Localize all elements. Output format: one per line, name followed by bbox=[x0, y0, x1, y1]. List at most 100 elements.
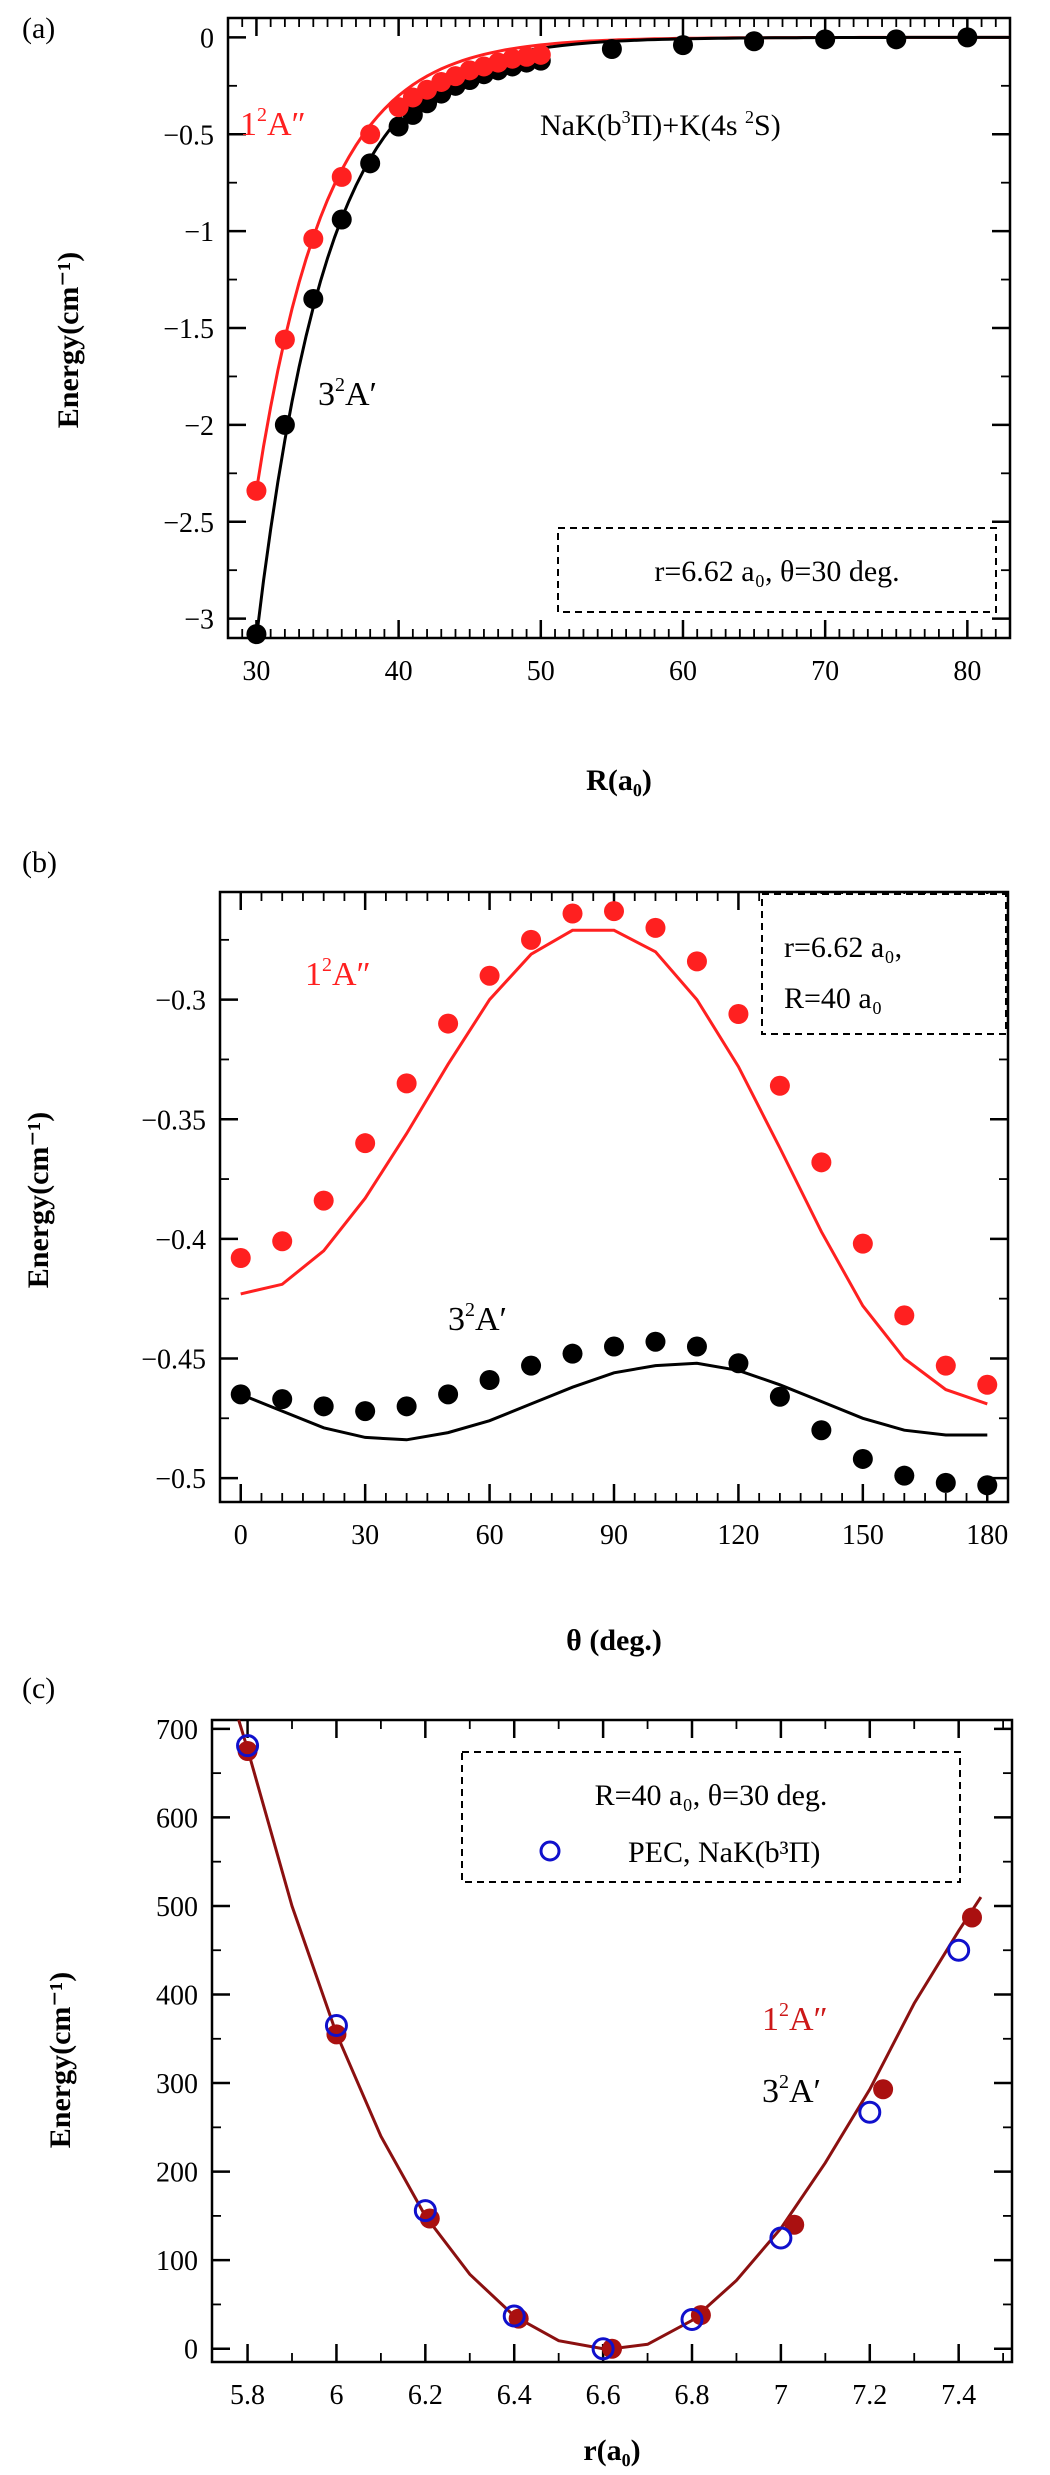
data-point-series-1 bbox=[935, 1355, 956, 1376]
x-tick-label: 70 bbox=[811, 656, 839, 687]
data-point-series-2 bbox=[246, 624, 267, 645]
panel-c-y-axis-title: Energy(cm⁻¹) bbox=[44, 1972, 77, 2148]
data-point-series-1 bbox=[303, 228, 324, 249]
y-tick-label: 700 bbox=[156, 1715, 198, 1746]
y-tick-label: 0 bbox=[184, 2335, 198, 2366]
panel-a-parameter-box bbox=[557, 527, 997, 613]
panel-b-parameter-box bbox=[761, 893, 1007, 1035]
data-point-pec bbox=[502, 2304, 526, 2328]
panel-b-parameter-line1: r=6.62 a₀, bbox=[784, 931, 902, 964]
x-tick-label: 7.2 bbox=[852, 2380, 887, 2411]
data-point-series-2 bbox=[313, 1396, 334, 1417]
curve-series-2 bbox=[240, 1361, 988, 1442]
data-point-pec bbox=[236, 1734, 260, 1758]
data-point-series-2 bbox=[396, 1396, 417, 1417]
panel-b-black-series-label: 32A′ bbox=[448, 1299, 507, 1338]
data-point-series-1 bbox=[274, 329, 295, 350]
y-tick-label: 0 bbox=[200, 23, 214, 54]
panel-c-x-tick-labels: 5.8 6 6.2 6.4 6.6 6.8 7 7.2 7.4 bbox=[230, 2380, 976, 2411]
panel-a-x-axis-title: R(a₀) bbox=[586, 764, 652, 797]
panel-a-curves bbox=[254, 35, 1010, 639]
curve-series-1 bbox=[240, 928, 988, 1406]
panel-b: (b) 0 30 60 90 120 150 180 −0.5−0.45−0.4−0.35−… bbox=[22, 846, 1010, 1657]
data-point-series-1 bbox=[355, 1133, 376, 1154]
data-point-pec bbox=[413, 2199, 437, 2223]
x-tick-label: 30 bbox=[351, 1520, 379, 1551]
panel-c-points bbox=[236, 1734, 982, 2361]
data-point-series-2 bbox=[769, 1386, 790, 1407]
data-point-series-1 bbox=[246, 480, 267, 501]
data-point-series-2 bbox=[744, 31, 765, 52]
data-point-series-2 bbox=[601, 39, 622, 59]
panel-c: (c) 5.8 6 6.2 6.4 6.6 6.8 7 7.2 7.4 0 100 200 300 40… bbox=[22, 1672, 1014, 2467]
data-point-series-1 bbox=[388, 97, 409, 118]
data-point-series-1 bbox=[686, 951, 707, 972]
x-tick-label: 0 bbox=[234, 1520, 248, 1551]
y-tick-label: −0.5 bbox=[163, 120, 214, 151]
x-tick-label: 60 bbox=[476, 1520, 504, 1551]
data-point-series-2 bbox=[355, 1401, 376, 1422]
panel-a-y-axis-title: Energy(cm⁻¹) bbox=[52, 252, 85, 428]
y-tick-label: −2 bbox=[184, 411, 214, 442]
data-point-pec bbox=[591, 2337, 615, 2361]
data-point-model bbox=[962, 1907, 982, 1928]
y-tick-label: −0.35 bbox=[141, 1105, 206, 1136]
panel-b-x-tick-labels: 0 30 60 90 120 150 180 bbox=[234, 1520, 1009, 1551]
data-point-series-1 bbox=[811, 1152, 832, 1173]
data-point-series-1 bbox=[272, 1231, 293, 1252]
data-point-series-2 bbox=[672, 35, 693, 56]
y-tick-label: −0.4 bbox=[155, 1225, 206, 1256]
x-tick-label: 80 bbox=[953, 656, 981, 687]
data-point-series-1 bbox=[728, 1004, 749, 1024]
y-tick-label: −0.45 bbox=[141, 1344, 206, 1375]
y-tick-label: −1.5 bbox=[163, 314, 214, 345]
data-point-series-2 bbox=[894, 1465, 915, 1486]
data-point-series-2 bbox=[935, 1472, 956, 1493]
data-point-series-2 bbox=[852, 1448, 873, 1469]
panel-c-frame bbox=[210, 1718, 1014, 2364]
panel-a-parameter-text: r=6.62 a₀, θ=30 deg. bbox=[654, 555, 899, 588]
curve-series-1 bbox=[254, 35, 1010, 491]
x-tick-label: 7.4 bbox=[941, 2380, 976, 2411]
curve-series-2 bbox=[254, 35, 1010, 639]
panel-c-red-series-label: 12A″ bbox=[762, 1999, 828, 2038]
panel-b-label: (b) bbox=[22, 846, 57, 879]
data-point-pec bbox=[947, 1938, 971, 1962]
data-point-series-1 bbox=[331, 166, 352, 187]
panel-c-legend-box bbox=[461, 1751, 961, 1883]
x-tick-label: 5.8 bbox=[230, 2380, 265, 2411]
data-point-series-1 bbox=[769, 1075, 790, 1096]
panel-b-red-series-label: 12A″ bbox=[305, 954, 371, 993]
panel-a-red-series-label: 12A″ bbox=[240, 104, 306, 143]
y-tick-label: −3 bbox=[184, 605, 214, 636]
data-point-pec bbox=[324, 2014, 348, 2038]
panel-a-ticks bbox=[227, 18, 1011, 638]
data-point-series-2 bbox=[303, 288, 324, 309]
x-tick-label: 120 bbox=[717, 1520, 759, 1551]
panel-c-legend-title: R=40 a₀, θ=30 deg. bbox=[595, 1779, 828, 1812]
y-tick-label: −0.3 bbox=[155, 986, 206, 1017]
y-tick-label: 500 bbox=[156, 1892, 198, 1923]
data-point-model bbox=[873, 2079, 894, 2100]
x-tick-label: 7 bbox=[774, 2380, 788, 2411]
panel-a-y-tick-labels: −3 −2.5 −2 −1.5 −1 −0.5 0 bbox=[163, 23, 214, 635]
panel-b-curves bbox=[240, 928, 988, 1442]
data-point-series-2 bbox=[811, 1420, 832, 1441]
y-tick-label: 200 bbox=[156, 2158, 198, 2189]
data-point-series-1 bbox=[521, 929, 542, 950]
panel-c-y-tick-labels: 0 100 200 300 400 500 600 700 bbox=[156, 1715, 198, 2366]
data-point-series-1 bbox=[894, 1305, 915, 1326]
data-point-series-2 bbox=[604, 1336, 624, 1357]
data-point-series-1 bbox=[562, 903, 583, 924]
x-tick-label: 150 bbox=[842, 1520, 884, 1551]
panel-b-parameter-line2: R=40 a₀ bbox=[784, 982, 882, 1015]
x-tick-label: 6 bbox=[329, 2380, 343, 2411]
data-point-series-2 bbox=[977, 1475, 998, 1496]
x-tick-label: 6.8 bbox=[675, 2380, 710, 2411]
panel-c-label: (c) bbox=[22, 1672, 55, 1705]
data-point-series-1 bbox=[977, 1374, 998, 1395]
data-point-series-2 bbox=[562, 1343, 583, 1364]
data-point-series-1 bbox=[604, 901, 624, 922]
panel-c-x-axis-title: r(a₀) bbox=[583, 2434, 640, 2467]
